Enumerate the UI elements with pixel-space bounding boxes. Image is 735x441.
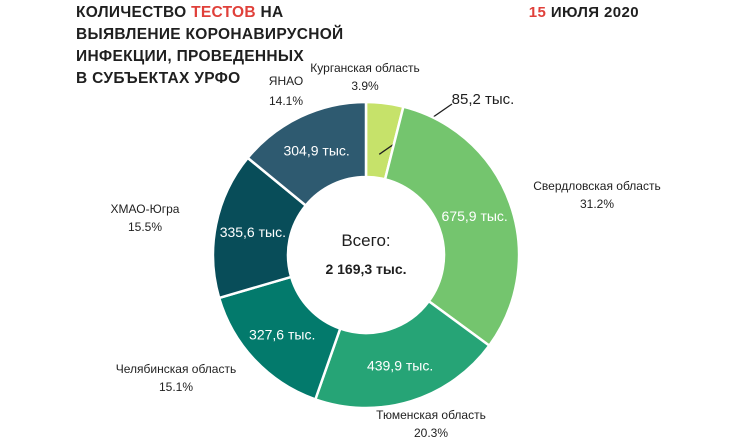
value-label-челябинская-область: 327,6 тыс. [249, 326, 315, 342]
percent-label-челябинская-область: 15.1% [159, 380, 193, 394]
category-label-челябинская-область: Челябинская область [116, 362, 236, 376]
chart-title: КОЛИЧЕСТВО ТЕСТОВ НА ВЫЯВЛЕНИЕ КОРОНАВИР… [76, 2, 376, 90]
center-total: 2 169,3 тыс. [325, 261, 406, 277]
title-line-3: ИНФЕКЦИИ, ПРОВЕДЕННЫХ [76, 48, 305, 65]
title-line-2: ВЫЯВЛЕНИЕ КОРОНАВИРУСНОЙ [76, 26, 344, 43]
percent-label-свердловская-область: 31.2% [580, 197, 614, 211]
title-line-1: КОЛИЧЕСТВО ТЕСТОВ НА [76, 4, 284, 21]
percent-label-хмао-югра: 15.5% [128, 220, 162, 234]
date-label: 15 ИЮЛЯ 2020 [529, 4, 639, 21]
slice-тюменская-область [313, 299, 492, 410]
percent-label-тюменская-область: 20.3% [414, 426, 448, 440]
slice-свердловская-область [383, 105, 521, 348]
value-label-тюменская-область: 439,9 тыс. [367, 357, 433, 373]
value-label-хмао-югра: 335,6 тыс. [220, 224, 286, 240]
date-day: 15 [528, 4, 547, 21]
slice-янао [246, 100, 368, 208]
category-label-курганская-область: Курганская область [310, 61, 419, 75]
percent-label-янао: 14.1% [269, 94, 303, 108]
value-label-янао: 304,9 тыс. [283, 143, 349, 159]
category-label-янао: ЯНАО [269, 74, 303, 88]
category-label-хмао-югра: ХМАО-Югра [111, 202, 180, 216]
date-month-year: ИЮЛЯ 2020 [546, 4, 639, 21]
title-line-4: В СУБЪЕКТАХ УРФО [76, 70, 241, 87]
title-accent: ТЕСТОВ [191, 4, 256, 21]
value-label-свердловская-область: 675,9 тыс. [442, 208, 508, 224]
category-label-свердловская-область: Свердловская область [533, 179, 660, 193]
percent-label-курганская-область: 3.9% [351, 79, 379, 93]
center-label: Всего: [341, 231, 390, 250]
value-label-курганская-область: 85,2 тыс. [452, 91, 515, 108]
category-label-тюменская-область: Тюменская область [376, 408, 486, 422]
